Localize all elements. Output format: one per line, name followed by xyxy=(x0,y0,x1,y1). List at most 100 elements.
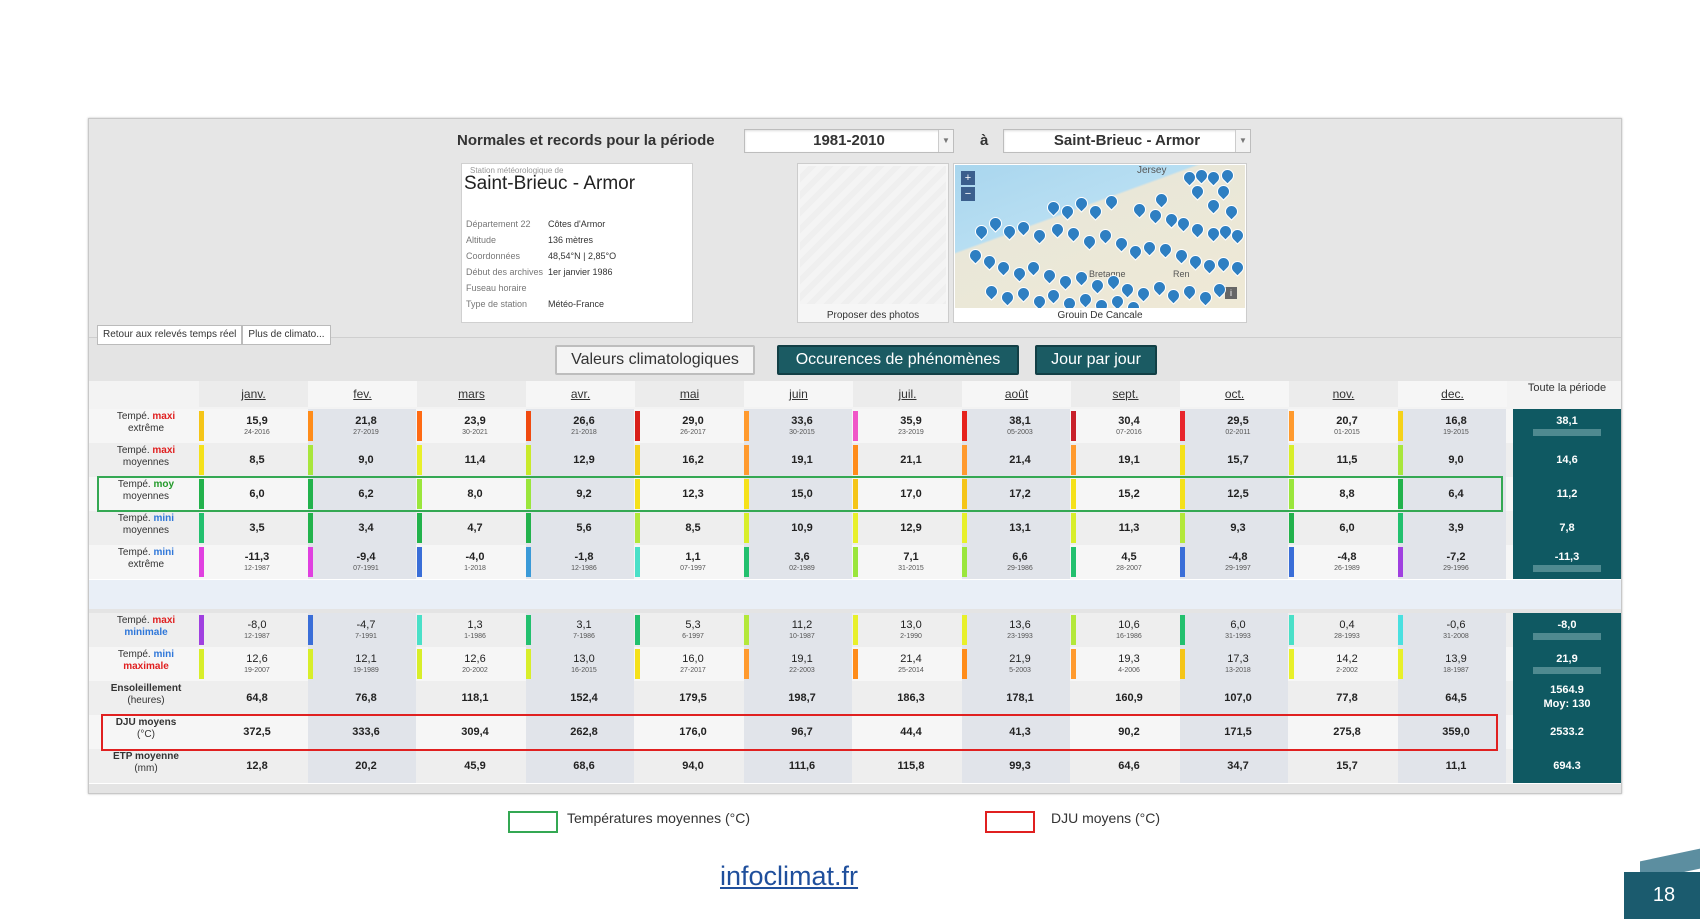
month-header[interactable]: sept. xyxy=(1071,381,1180,407)
map-pin-icon[interactable] xyxy=(1130,200,1149,219)
month-header[interactable]: fev. xyxy=(308,381,417,407)
cell-date: 21-2018 xyxy=(571,429,597,436)
photo-caption[interactable]: Proposer des photos xyxy=(826,310,920,321)
map-pin-icon[interactable] xyxy=(1092,296,1111,308)
map-pin-icon[interactable] xyxy=(1044,286,1063,305)
table-row: Tempé. maxi minimale -8,0 12-1987 -4,7 7-1991… xyxy=(89,613,1621,648)
table-cell: 90,2 xyxy=(1071,715,1179,749)
month-header[interactable]: juin xyxy=(744,381,853,407)
table-cell: 359,0 xyxy=(1398,715,1506,749)
color-bar xyxy=(853,615,858,645)
map-pin-icon[interactable] xyxy=(1156,240,1175,259)
tab-jour-par-jour[interactable]: Jour par jour xyxy=(1035,345,1157,375)
map-pin-icon[interactable] xyxy=(1146,206,1165,225)
table-cell: 44,4 xyxy=(853,715,961,749)
map-pin-icon[interactable] xyxy=(1080,232,1099,251)
row-label: Tempé. mini extrême xyxy=(91,547,201,571)
month-header[interactable]: dec. xyxy=(1398,381,1507,407)
info-icon[interactable]: i xyxy=(1225,287,1237,299)
month-header[interactable]: avr. xyxy=(526,381,635,407)
map-pin-icon[interactable] xyxy=(1030,226,1049,245)
map-pin-icon[interactable] xyxy=(1218,166,1237,185)
cell-date: 31-2008 xyxy=(1443,633,1469,640)
map-pin-icon[interactable] xyxy=(1014,284,1033,303)
map-pin-icon[interactable] xyxy=(1044,198,1063,217)
map-pin-icon[interactable] xyxy=(1076,290,1095,308)
map-pin-icon[interactable] xyxy=(1222,202,1241,221)
row-label-text: Tempé. xyxy=(117,649,154,660)
month-header[interactable]: mars xyxy=(417,381,526,407)
month-header[interactable]: nov. xyxy=(1289,381,1398,407)
zoom-in-button[interactable]: + xyxy=(961,171,975,185)
map-pin-icon[interactable] xyxy=(1204,196,1223,215)
map-pin-icon[interactable] xyxy=(1064,224,1083,243)
map-pin-icon[interactable] xyxy=(1024,258,1043,277)
station-select[interactable]: Saint-Brieuc - Armor ▼ xyxy=(1003,129,1251,153)
map-pin-icon[interactable] xyxy=(1188,220,1207,239)
cell-date: 07-1991 xyxy=(353,565,379,572)
color-bar xyxy=(526,649,531,679)
month-header[interactable]: juil. xyxy=(853,381,962,407)
row-label-text: Tempé. xyxy=(116,411,153,422)
total-cell: 1564.9 Moy: 130 xyxy=(1513,681,1621,715)
source-link[interactable]: infoclimat.fr xyxy=(720,861,859,891)
map-pin-icon[interactable] xyxy=(1048,220,1067,239)
map-pin-icon[interactable] xyxy=(1164,286,1183,305)
map-pin-icon[interactable] xyxy=(1060,294,1079,308)
month-header[interactable]: janv. xyxy=(199,381,308,407)
map[interactable]: + − Jersey Bretagne Ren i xyxy=(955,165,1245,308)
table-cell: 29,5 02-2011 xyxy=(1180,409,1288,443)
map-pin-icon[interactable] xyxy=(1152,190,1171,209)
map-pin-icon[interactable] xyxy=(1134,284,1153,303)
map-pin-icon[interactable] xyxy=(1214,182,1233,201)
map-pin-icon[interactable] xyxy=(1214,254,1233,273)
map-pin-icon[interactable] xyxy=(1180,282,1199,301)
cell-value: 33,6 xyxy=(791,415,813,427)
month-header[interactable]: oct. xyxy=(1180,381,1289,407)
cell-value: -0,6 xyxy=(1446,619,1466,631)
color-bar xyxy=(199,479,204,509)
back-realtime-button[interactable]: Retour aux relevés temps réel xyxy=(97,325,243,345)
cell-date: 29-1986 xyxy=(1007,565,1033,572)
map-pin-icon[interactable] xyxy=(1086,202,1105,221)
table-cell: 99,3 xyxy=(962,749,1070,783)
station-small-label: Station météorologique de xyxy=(470,166,564,175)
map-pin-icon[interactable] xyxy=(1040,266,1059,285)
map-pin-icon[interactable] xyxy=(994,258,1013,277)
map-pin-icon[interactable] xyxy=(1200,256,1219,275)
table-cell: 5,3 6-1997 xyxy=(635,613,743,647)
map-box[interactable]: + − Jersey Bretagne Ren i Grouin De Canc… xyxy=(953,163,1247,323)
map-pin-icon[interactable] xyxy=(1088,276,1107,295)
table-cell: 13,6 23-1993 xyxy=(962,613,1070,647)
color-bar xyxy=(417,615,422,645)
table-cell: 12,5 xyxy=(1180,477,1288,511)
map-pin-icon[interactable] xyxy=(1056,272,1075,291)
color-bar xyxy=(1289,547,1294,577)
zoom-out-button[interactable]: − xyxy=(961,187,975,201)
month-header[interactable]: août xyxy=(962,381,1071,407)
table-row: Tempé. mini maximale 12,6 19-2007 12,1 19-198… xyxy=(89,647,1621,682)
map-pin-icon[interactable] xyxy=(998,288,1017,307)
table-cell: 3,9 xyxy=(1398,511,1506,545)
tab-valeurs[interactable]: Valeurs climatologiques xyxy=(555,345,755,375)
table-cell: 333,6 xyxy=(308,715,416,749)
map-pin-icon[interactable] xyxy=(1228,258,1245,277)
map-pin-icon[interactable] xyxy=(1072,268,1091,287)
table-cell: 8,5 xyxy=(199,443,307,477)
map-pin-icon[interactable] xyxy=(1102,192,1121,211)
color-bar xyxy=(417,513,422,543)
more-climato-button[interactable]: Plus de climato... xyxy=(242,325,331,345)
map-pin-icon[interactable] xyxy=(982,282,1001,301)
table-row: ETP moyenne (mm) 12,8 20,2 45,9 68,6 94,0 111,6… xyxy=(89,749,1621,784)
map-pin-icon[interactable] xyxy=(1096,226,1115,245)
photo-box[interactable]: Proposer des photos xyxy=(797,163,949,323)
period-select[interactable]: 1981-2010 ▼ xyxy=(744,129,954,153)
map-pin-icon[interactable] xyxy=(1140,238,1159,257)
table-cell: 15,2 xyxy=(1071,477,1179,511)
month-header[interactable]: mai xyxy=(635,381,744,407)
table-cell: 10,9 xyxy=(744,511,852,545)
cell-value: 12,3 xyxy=(682,488,704,500)
tab-occurences[interactable]: Occurences de phénomènes xyxy=(777,345,1019,375)
map-pin-icon[interactable] xyxy=(1014,218,1033,237)
map-pin-icon[interactable] xyxy=(1186,252,1205,271)
